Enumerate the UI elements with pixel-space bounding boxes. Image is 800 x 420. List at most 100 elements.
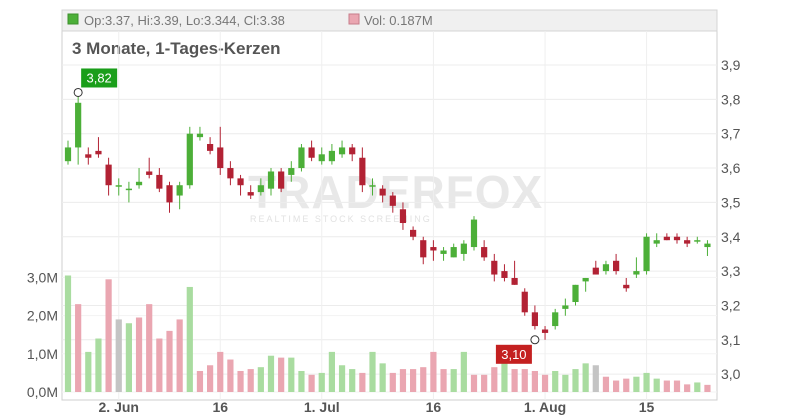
candle-body — [328, 150, 335, 162]
candle-body — [369, 185, 376, 187]
y-tick-label: 3,7 — [721, 126, 741, 142]
volume-bar — [105, 279, 112, 392]
candle-body — [115, 185, 122, 187]
volume-bar — [521, 369, 528, 392]
volume-bar — [227, 359, 234, 392]
volume-tick-label: 1,0M — [27, 346, 58, 362]
volume-bar — [318, 372, 325, 392]
y-tick-label: 3,1 — [721, 332, 741, 348]
candle-body — [562, 305, 569, 309]
candle-body — [684, 240, 691, 244]
volume-bar — [531, 370, 538, 392]
volume-bars — [64, 275, 711, 392]
min-badge-text: 3,10 — [501, 347, 526, 362]
candle-body — [349, 147, 356, 155]
candle-body — [420, 240, 427, 258]
volume-bar — [663, 380, 670, 392]
y-tick-label: 3,5 — [721, 194, 741, 210]
candle-body — [410, 229, 417, 237]
volume-bar — [328, 351, 335, 392]
volume-bar — [338, 365, 346, 392]
candle-body — [176, 185, 183, 196]
volume-bar — [541, 374, 549, 392]
price-legend-swatch — [67, 13, 79, 25]
volume-bar — [379, 363, 386, 392]
x-tick-label: 2. Jun — [99, 399, 139, 415]
volume-bar — [643, 372, 650, 392]
candle-body — [359, 157, 366, 186]
volume-tick-label: 3,0M — [27, 269, 58, 285]
candle-body — [643, 236, 650, 272]
volume-bar — [592, 365, 599, 392]
candle-body — [308, 147, 315, 158]
y-tick-label: 3,0 — [721, 366, 741, 382]
volume-bar — [511, 369, 518, 392]
candle-body — [623, 284, 630, 289]
candle-body — [613, 260, 620, 272]
candle-body — [653, 240, 660, 244]
volume-bar — [298, 370, 305, 392]
volume-tick-label: 2,0M — [27, 308, 58, 324]
volume-bar — [217, 351, 224, 392]
x-tick-label: 16 — [212, 399, 228, 415]
y-tick-label: 3,6 — [721, 160, 741, 176]
volume-bar — [146, 304, 153, 392]
min-badge — [495, 344, 532, 364]
volume-bar — [278, 357, 285, 392]
volume-bar — [572, 369, 579, 392]
volume-legend-swatch — [348, 13, 360, 25]
candle-body — [694, 240, 701, 242]
volume-bar — [481, 374, 488, 392]
volume-bar — [684, 384, 691, 392]
candle-body — [460, 243, 467, 254]
x-tick-label: 16 — [426, 399, 442, 415]
volume-bar — [562, 374, 569, 392]
max-marker — [73, 87, 83, 97]
volume-bar — [694, 382, 701, 392]
volume-bar — [247, 369, 254, 392]
volume-bar — [85, 351, 92, 392]
candle-body — [298, 147, 305, 169]
min-marker — [530, 335, 540, 345]
candle-body — [602, 264, 610, 272]
candle-body — [572, 284, 579, 303]
x-tick-label: 1. Aug — [524, 399, 566, 415]
volume-bar — [267, 355, 275, 392]
candle-body — [156, 174, 163, 189]
volume-bar — [704, 384, 711, 392]
volume-bar — [349, 369, 356, 392]
candle-body — [430, 247, 437, 251]
volume-bar — [308, 374, 315, 392]
candle-body — [450, 247, 457, 258]
candle-body — [247, 192, 254, 196]
volume-bar — [623, 378, 630, 392]
candle-body — [288, 168, 295, 175]
candle-body — [663, 236, 670, 241]
volume-bar — [176, 319, 183, 392]
volume-bar — [450, 369, 457, 392]
volume-bar — [115, 319, 122, 392]
candle-body — [85, 154, 92, 158]
y-tick-label: 3,8 — [721, 91, 741, 107]
price-legend-text: Op:3.37, Hi:3.39, Lo:3.344, Cl:3.38 — [84, 13, 285, 28]
volume-bar — [582, 363, 589, 392]
volume-bar — [389, 372, 396, 392]
volume-bar — [410, 369, 417, 392]
candle-body — [592, 267, 599, 275]
volume-bar — [64, 275, 72, 392]
candle-body — [186, 133, 193, 186]
candle-body — [166, 185, 173, 203]
volume-tick-label: 0,0M — [27, 384, 58, 400]
candle-body — [196, 133, 204, 138]
candles — [64, 92, 711, 340]
candle-body — [399, 209, 407, 224]
candle-body — [470, 219, 478, 248]
volume-bar — [491, 367, 498, 392]
volume-bar — [552, 370, 559, 392]
volume-bar — [369, 351, 376, 392]
y-tick-label: 3,9 — [721, 57, 741, 73]
candle-body — [704, 243, 711, 248]
volume-bar — [166, 330, 173, 392]
candle-body — [146, 171, 153, 175]
